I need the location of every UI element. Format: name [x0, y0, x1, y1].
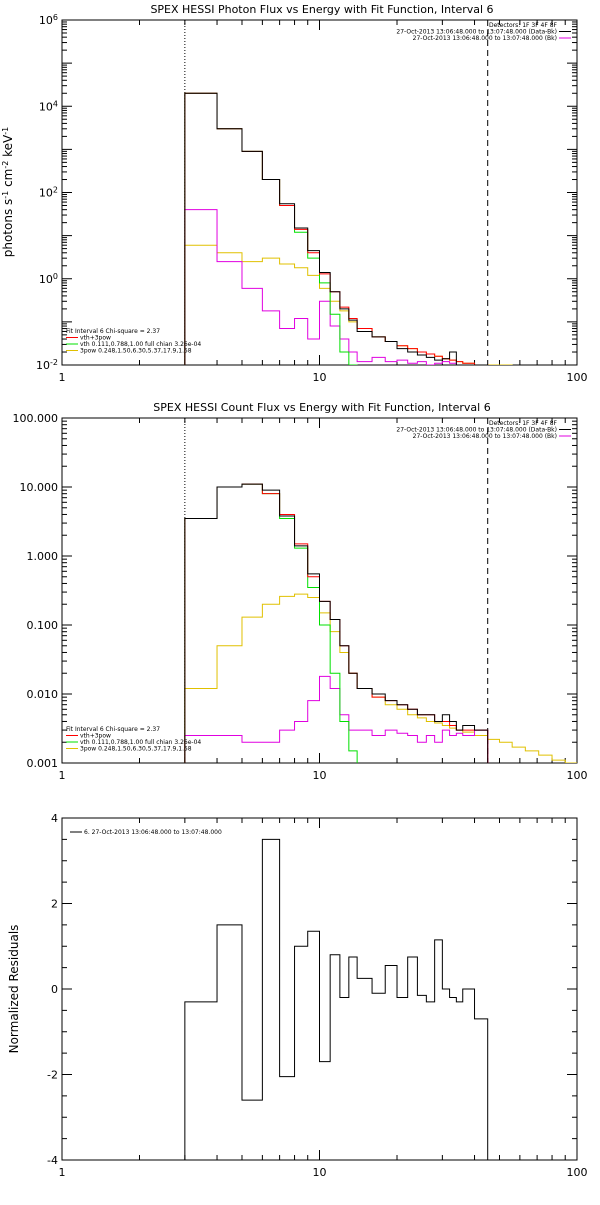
y-tick-label: -2	[47, 1069, 58, 1082]
plot-area	[184, 418, 577, 763]
y-tick-label: 0	[51, 983, 58, 996]
legend-entry: 3pow 0.248,1.50,6.30,5.37,17.9,1.58	[80, 348, 192, 355]
x-tick-label: 10	[313, 371, 327, 384]
legend-entry: vth 0.111,0.788,1.00 full chian 3.26e-04	[80, 341, 201, 348]
x-tick-label: 100	[567, 769, 588, 782]
y-tick-label: 0.010	[27, 688, 59, 701]
x-axis-ticks: 1 10 100	[59, 20, 588, 384]
legend-entry: 3pow 0.248,1.50,6.30,5.37,17.9,1.58	[80, 746, 192, 753]
legend-entry: Detectors: 1F 3F 4F 8F	[489, 22, 558, 29]
photon-flux-ylabel: photons s-1 cm-2 keV-1	[1, 127, 16, 258]
x-tick-label: 100	[567, 1166, 588, 1179]
legend-entry: 6. 27-Oct-2013 13:06:48.000 to 13:07:48.…	[84, 829, 222, 836]
y-tick-label: 104	[39, 99, 58, 114]
y-tick-label: 10-2	[36, 358, 58, 373]
legend-entry: vth 0.111,0.788,1.00 full chian 3.26e-04	[80, 739, 201, 746]
legend-entry: 27-Oct-2013 13:06:48.000 to 13:07:48.000…	[396, 427, 557, 434]
x-axis-ticks: 1 10 100	[59, 818, 588, 1179]
legend-entry: vth+3pow	[80, 733, 111, 740]
legend-fit: Fit Interval 6 Chi-square = 2.37vth+3pow…	[66, 726, 201, 753]
x-tick-label: 1	[59, 769, 66, 782]
series-residuals-line	[184, 838, 489, 1160]
series-bk-line	[184, 675, 489, 763]
series-vth-line	[184, 483, 358, 763]
count-flux-title: SPEX HESSI Count Flux vs Energy with Fit…	[153, 401, 490, 414]
series-vth-3pow-line	[184, 92, 489, 365]
y-tick-label: 0.001	[27, 757, 59, 770]
y-tick-label: 100	[39, 271, 58, 286]
x-tick-label: 1	[59, 371, 66, 384]
residuals-panel: Normalized Residuals	[7, 817, 578, 1161]
x-tick-label: 1	[59, 1166, 66, 1179]
y-tick-label: 100.000	[13, 412, 59, 425]
y-axis-ticks: -4 -2 0 2 4	[47, 812, 577, 1167]
fit-legend-header: Fit Interval 6 Chi-square = 2.37	[66, 726, 160, 733]
legend-top: 6. 27-Oct-2013 13:06:48.000 to 13:07:48.…	[70, 829, 222, 836]
series-vth-line	[184, 92, 358, 365]
legend-fit: Fit Interval 6 Chi-square = 2.37vth+3pow…	[66, 328, 201, 355]
photon-flux-panel: SPEX HESSI Photon Flux vs Energy with Fi…	[1, 3, 578, 366]
y-tick-label: 0.100	[27, 619, 59, 632]
y-tick-label: -4	[47, 1154, 58, 1167]
series-data-bk-line	[184, 92, 489, 365]
plot-area	[184, 20, 513, 365]
y-tick-label: 106	[39, 13, 58, 28]
panel-1-marks: 1 10 100 0.001 0.010 0.100 1.000 10.000 100.000 D…	[13, 412, 588, 782]
x-tick-label: 10	[313, 1166, 327, 1179]
legend-entry: Detectors: 1F 3F 4F 8F	[489, 420, 558, 427]
y-tick-label: 10.000	[20, 481, 59, 494]
x-tick-label: 100	[567, 371, 588, 384]
y-tick-label: 2	[51, 898, 58, 911]
y-axis-ticks: 0.001 0.010 0.100 1.000 10.000 100.000	[13, 412, 577, 770]
panel-0-marks: 1 10 100 10-2 100 102 104 106 Detectors: 1F 3F 4…	[36, 13, 587, 385]
series-3pow-line	[184, 593, 577, 763]
y-tick-label: 102	[39, 185, 58, 200]
legend-entry: 27-Oct-2013 13:06:48.000 to 13:07:48.000…	[413, 433, 557, 440]
panel-2-marks: 1 10 100 -4 -2 0 2 4 6. 27-Oct-2013 13:06:48.000…	[47, 812, 587, 1179]
plot-area	[184, 838, 489, 1160]
legend-entry: 27-Oct-2013 13:06:48.000 to 13:07:48.000…	[413, 35, 557, 42]
photon-flux-title: SPEX HESSI Photon Flux vs Energy with Fi…	[150, 3, 493, 16]
fit-legend-header: Fit Interval 6 Chi-square = 2.37	[66, 328, 160, 335]
y-tick-label: 1.000	[27, 550, 59, 563]
y-tick-label: 4	[51, 812, 58, 825]
series-data-bk-line	[184, 483, 489, 763]
series-bk-line	[184, 209, 489, 365]
legend-entry: vth+3pow	[80, 335, 111, 342]
x-tick-label: 10	[313, 769, 327, 782]
legend-entry: 27-Oct-2013 13:06:48.000 to 13:07:48.000…	[396, 29, 557, 36]
y-axis-ticks: 10-2 100 102 104 106	[36, 13, 577, 373]
residuals-ylabel: Normalized Residuals	[7, 925, 21, 1054]
